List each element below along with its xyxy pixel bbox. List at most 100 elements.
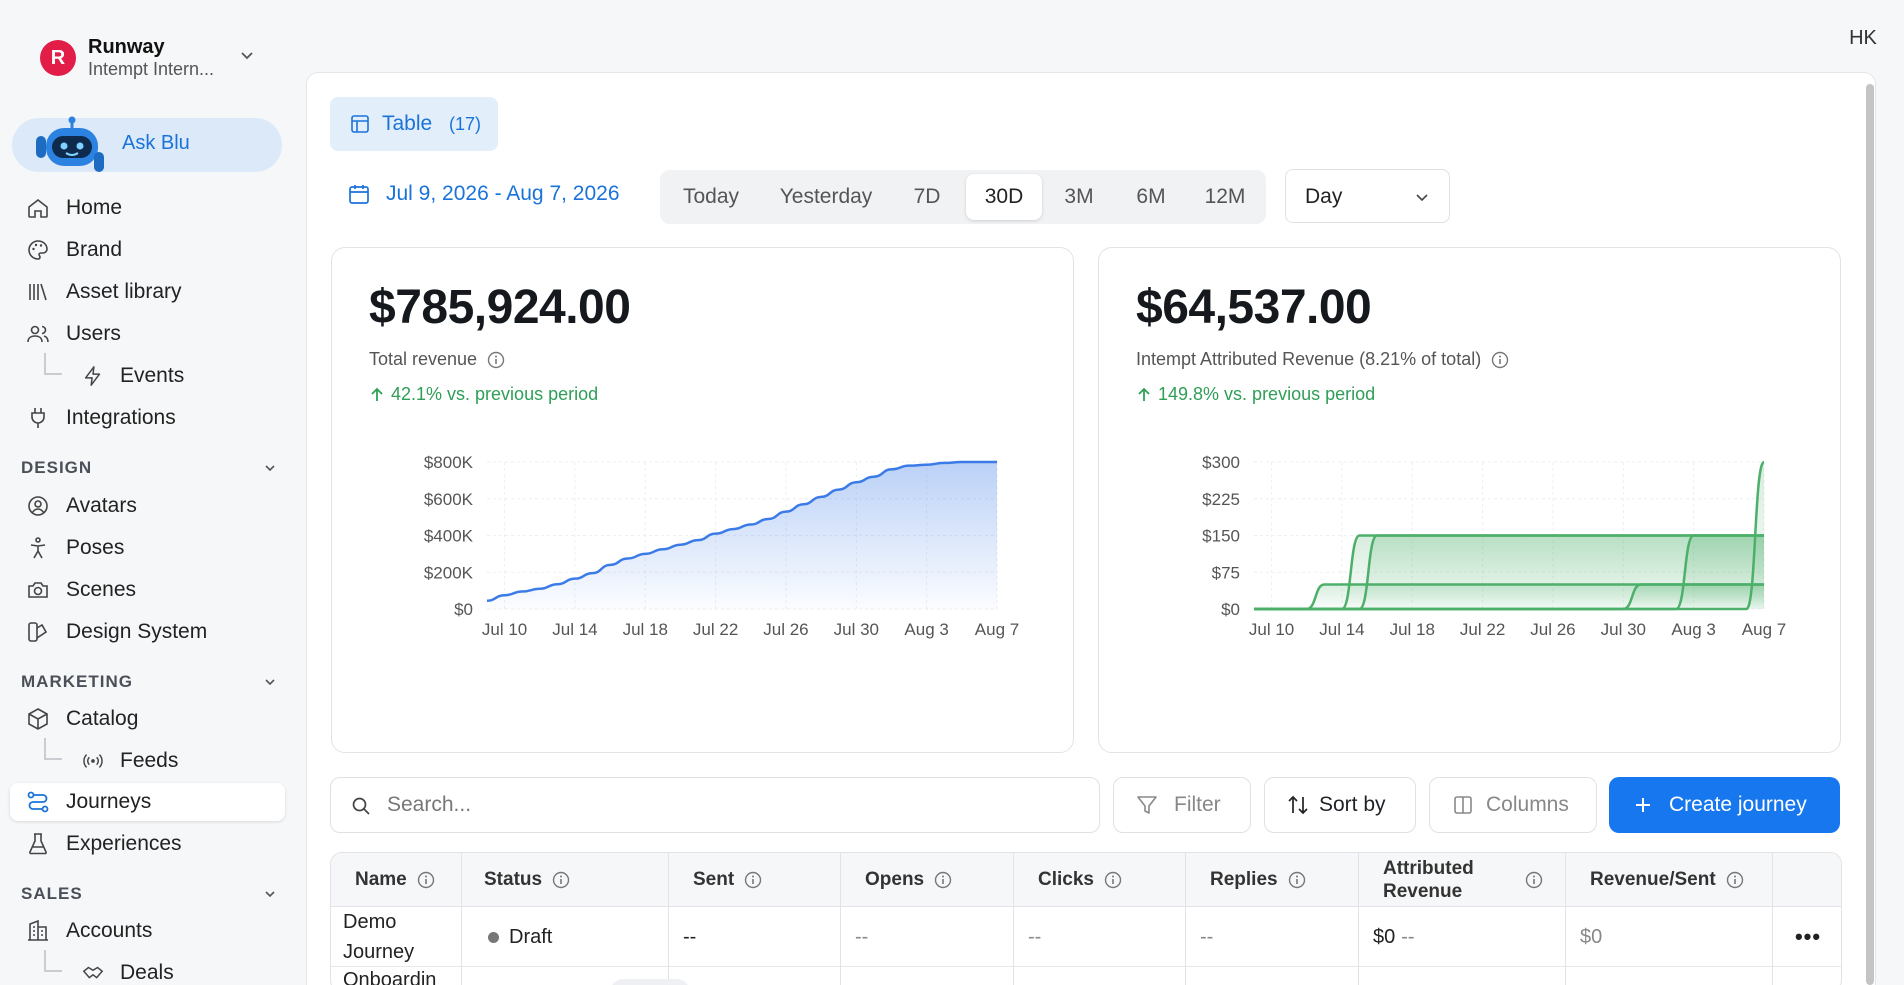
tab-table[interactable]: Table (17) bbox=[330, 97, 498, 151]
period-30d[interactable]: 30D bbox=[966, 174, 1042, 220]
status-badge: Draft bbox=[462, 907, 669, 967]
scrollbar[interactable] bbox=[1866, 84, 1874, 985]
sidebar-item-feeds[interactable]: Feeds bbox=[10, 738, 285, 780]
sort-button[interactable]: Sort by bbox=[1264, 777, 1416, 833]
journey-name[interactable]: Onboardin bbox=[343, 969, 437, 985]
period-3m[interactable]: 3M bbox=[1064, 185, 1094, 208]
column-header-name[interactable]: Name bbox=[331, 853, 462, 907]
sidebar-item-label: Journeys bbox=[66, 790, 152, 813]
section-design[interactable]: DESIGN bbox=[21, 458, 276, 478]
tab-label: Table bbox=[382, 112, 433, 135]
column-header-revenue-sent[interactable]: Revenue/Sent bbox=[1566, 853, 1773, 907]
column-header-sent[interactable]: Sent bbox=[669, 853, 841, 907]
section-sales[interactable]: SALES bbox=[21, 884, 276, 904]
sidebar-item-label: Brand bbox=[66, 238, 123, 261]
revenue-sent-value: $0 bbox=[1566, 907, 1773, 967]
info-icon[interactable] bbox=[1491, 351, 1509, 369]
sidebar-item-label: Poses bbox=[66, 536, 125, 559]
chevron-down-icon bbox=[265, 465, 275, 472]
sidebar-item-users[interactable]: Users bbox=[10, 315, 285, 353]
sidebar-item-journeys[interactable]: Journeys bbox=[10, 783, 285, 821]
journey-name[interactable]: Demo Journey bbox=[343, 911, 415, 963]
org-subtitle: Intempt Intern... bbox=[88, 59, 215, 79]
attributed-revenue-delta: 149.8% vs. previous period bbox=[1158, 384, 1376, 404]
sidebar-item-catalog[interactable]: Catalog bbox=[10, 700, 285, 738]
date-range-label: Jul 9, 2026 - Aug 7, 2026 bbox=[386, 182, 620, 205]
column-header-attributed-revenue[interactable]: Attributed Revenue bbox=[1359, 853, 1566, 907]
ask-blu-button[interactable]: Ask Blu bbox=[12, 116, 282, 172]
sidebar-item-design-system[interactable]: Design System bbox=[10, 613, 285, 651]
x-tick-label: Jul 14 bbox=[1319, 620, 1364, 639]
status-label: Draft bbox=[509, 925, 553, 948]
row-actions-button[interactable]: ••• bbox=[1794, 924, 1822, 949]
y-tick-label: $150 bbox=[1202, 527, 1240, 546]
org-name: Runway bbox=[88, 36, 165, 58]
columns-button[interactable]: Columns bbox=[1429, 777, 1597, 833]
sidebar-item-integrations[interactable]: Integrations bbox=[10, 399, 285, 437]
column-header-clicks[interactable]: Clicks bbox=[1014, 853, 1186, 907]
total-revenue-label: Total revenue bbox=[369, 349, 478, 369]
create-journey-button[interactable]: Create journey bbox=[1609, 777, 1840, 833]
arrow-up-icon bbox=[1138, 387, 1150, 401]
column-header-status[interactable]: Status bbox=[462, 853, 669, 907]
period-yesterday[interactable]: Yesterday bbox=[779, 185, 873, 208]
series-line bbox=[486, 460, 997, 602]
info-icon[interactable] bbox=[487, 351, 505, 369]
date-range-picker[interactable]: Jul 9, 2026 - Aug 7, 2026 bbox=[348, 182, 620, 206]
user-avatar[interactable]: HK bbox=[1849, 27, 1877, 49]
search-icon bbox=[352, 797, 370, 815]
person-pose-icon bbox=[30, 537, 46, 559]
attributed-extra: -- bbox=[1401, 925, 1415, 948]
sidebar-item-asset-library[interactable]: Asset library bbox=[10, 273, 285, 311]
sidebar-item-experiences[interactable]: Experiences bbox=[10, 825, 285, 863]
info-icon[interactable] bbox=[417, 871, 435, 889]
column-header-opens[interactable]: Opens bbox=[841, 853, 1014, 907]
info-icon[interactable] bbox=[1104, 871, 1122, 889]
attributed-revenue-chart: $0 $75 $150 $225 $300 Jul 10 Jul 14 Jul 18 Jul 2… bbox=[1202, 453, 1786, 639]
sidebar-item-events[interactable]: Events bbox=[10, 353, 285, 395]
sidebar-item-home[interactable]: Home bbox=[10, 189, 285, 227]
filter-button[interactable]: Filter bbox=[1113, 777, 1251, 833]
x-tick-label: Aug 7 bbox=[975, 620, 1019, 639]
period-12m[interactable]: 12M bbox=[1204, 185, 1246, 208]
section-marketing[interactable]: MARKETING bbox=[21, 672, 276, 692]
chevron-down-icon bbox=[265, 891, 275, 898]
table-row[interactable]: Demo Journey Draft -- -- -- -- $0 -- $0 •… bbox=[331, 907, 1841, 967]
sidebar-item-deals[interactable]: Deals bbox=[10, 950, 285, 985]
granularity-select[interactable]: Day bbox=[1285, 169, 1450, 223]
total-revenue-delta: 42.1% vs. previous period bbox=[391, 384, 599, 404]
info-icon[interactable] bbox=[934, 871, 952, 889]
sidebar-item-accounts[interactable]: Accounts bbox=[10, 912, 285, 950]
period-6m[interactable]: 6M bbox=[1136, 185, 1166, 208]
sidebar-item-scenes[interactable]: Scenes bbox=[10, 571, 285, 609]
camera-icon bbox=[28, 582, 48, 598]
info-icon[interactable] bbox=[552, 871, 570, 889]
info-icon[interactable] bbox=[1525, 871, 1543, 889]
sidebar-item-brand[interactable]: Brand bbox=[10, 231, 285, 269]
table-icon bbox=[351, 115, 369, 133]
x-tick-label: Jul 26 bbox=[763, 620, 808, 639]
info-icon[interactable] bbox=[1288, 871, 1306, 889]
x-tick-label: Jul 22 bbox=[1460, 620, 1505, 639]
sidebar: R Runway Intempt Intern... Ask Blu Home … bbox=[0, 0, 300, 985]
org-switcher[interactable]: R Runway Intempt Intern... bbox=[40, 36, 260, 80]
sidebar-item-label: Feeds bbox=[120, 749, 179, 772]
series-area bbox=[487, 462, 997, 609]
info-icon[interactable] bbox=[744, 871, 762, 889]
y-tick-label: $600K bbox=[424, 490, 474, 509]
sort-label: Sort by bbox=[1319, 793, 1386, 816]
x-tick-label: Jul 30 bbox=[834, 620, 879, 639]
sidebar-item-label: Events bbox=[120, 364, 185, 387]
period-today[interactable]: Today bbox=[682, 185, 740, 208]
ask-blu-label: Ask Blu bbox=[122, 132, 190, 154]
sidebar-item-avatars[interactable]: Avatars bbox=[10, 487, 285, 525]
sent-value: -- bbox=[669, 907, 841, 967]
sidebar-item-poses[interactable]: Poses bbox=[10, 529, 285, 567]
info-icon[interactable] bbox=[1726, 871, 1744, 889]
search-input[interactable] bbox=[387, 788, 1077, 822]
sidebar-item-label: Avatars bbox=[66, 494, 137, 517]
column-header-replies[interactable]: Replies bbox=[1186, 853, 1359, 907]
period-7d[interactable]: 7D bbox=[913, 185, 941, 208]
y-tick-label: $75 bbox=[1212, 563, 1240, 582]
table-row[interactable]: Onboardin bbox=[331, 967, 1841, 985]
